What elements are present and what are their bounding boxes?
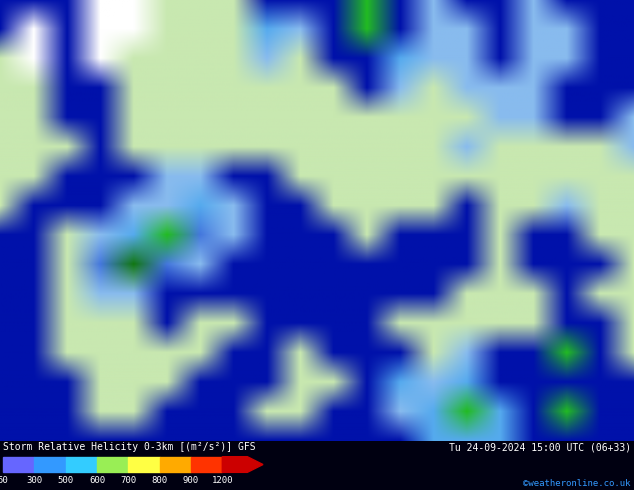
Bar bbox=[66, 457, 97, 472]
Bar bbox=[160, 457, 191, 472]
Text: 700: 700 bbox=[120, 476, 136, 485]
Text: 50: 50 bbox=[0, 476, 8, 485]
Bar bbox=[128, 457, 160, 472]
Text: 600: 600 bbox=[89, 476, 105, 485]
Bar bbox=[34, 457, 66, 472]
Text: Tu 24-09-2024 15:00 UTC (06+33): Tu 24-09-2024 15:00 UTC (06+33) bbox=[449, 442, 631, 452]
Text: 800: 800 bbox=[152, 476, 168, 485]
FancyArrow shape bbox=[223, 457, 263, 472]
Text: 300: 300 bbox=[27, 476, 42, 485]
Text: ©weatheronline.co.uk: ©weatheronline.co.uk bbox=[523, 479, 631, 488]
Bar bbox=[97, 457, 128, 472]
Bar bbox=[191, 457, 223, 472]
Text: Storm Relative Helicity 0-3km [(m²/s²)] GFS: Storm Relative Helicity 0-3km [(m²/s²)] … bbox=[3, 442, 256, 452]
Text: 1200: 1200 bbox=[212, 476, 233, 485]
Text: 500: 500 bbox=[58, 476, 74, 485]
Text: 900: 900 bbox=[183, 476, 199, 485]
Bar bbox=[3, 457, 34, 472]
